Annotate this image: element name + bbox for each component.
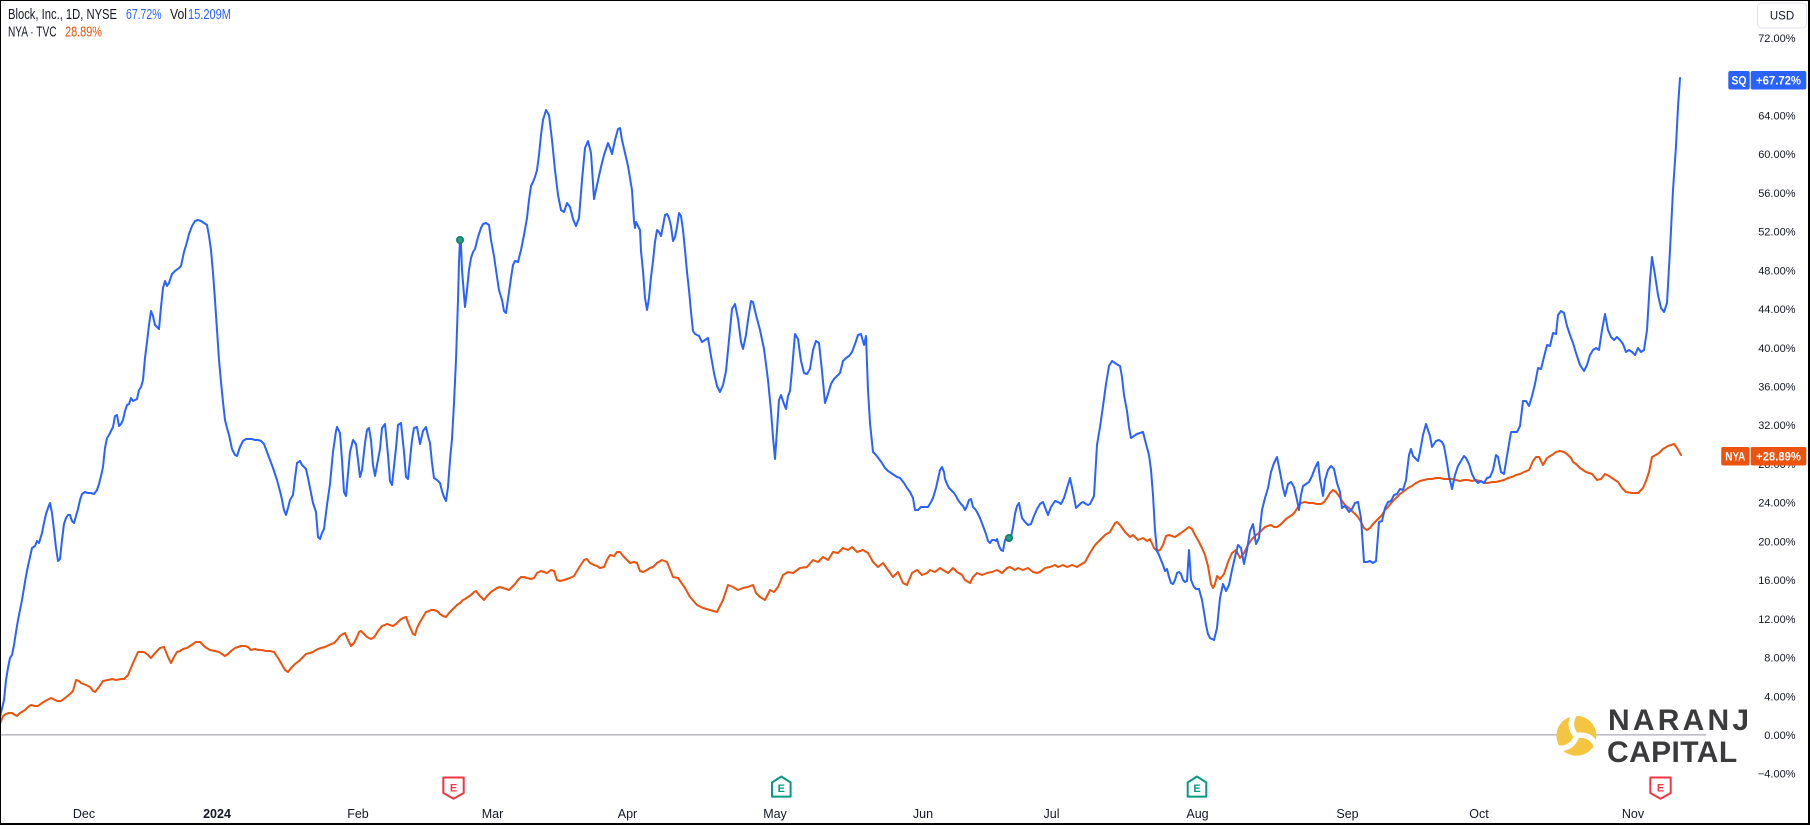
svg-text:72.00%: 72.00%	[1758, 33, 1796, 45]
svg-text:67.72%: 67.72%	[126, 7, 162, 23]
svg-text:Jul: Jul	[1044, 807, 1060, 821]
svg-text:NYA · TVC: NYA · TVC	[8, 25, 57, 41]
svg-text:Sep: Sep	[1336, 807, 1358, 821]
svg-text:+67.72%: +67.72%	[1756, 74, 1801, 88]
svg-text:24.00%: 24.00%	[1758, 498, 1796, 510]
svg-text:Oct: Oct	[1469, 807, 1489, 821]
svg-text:15.209M: 15.209M	[188, 7, 231, 23]
svg-text:Block, Inc., 1D, NYSE: Block, Inc., 1D, NYSE	[8, 7, 117, 23]
svg-text:E: E	[778, 783, 785, 795]
svg-text:Apr: Apr	[618, 807, 637, 821]
svg-text:12.00%: 12.00%	[1758, 614, 1796, 626]
svg-text:32.00%: 32.00%	[1758, 420, 1796, 432]
svg-text:52.00%: 52.00%	[1758, 227, 1796, 239]
svg-text:E: E	[1657, 783, 1664, 795]
svg-text:4.00%: 4.00%	[1764, 691, 1795, 703]
svg-text:Nov: Nov	[1622, 807, 1645, 821]
svg-text:36.00%: 36.00%	[1758, 382, 1796, 394]
svg-text:0.00%: 0.00%	[1764, 730, 1795, 742]
svg-text:2024: 2024	[203, 807, 231, 821]
svg-text:NYA: NYA	[1725, 452, 1745, 464]
svg-text:Jun: Jun	[913, 807, 933, 821]
svg-text:48.00%: 48.00%	[1758, 265, 1796, 277]
svg-text:Mar: Mar	[482, 807, 504, 821]
svg-text:28.89%: 28.89%	[65, 25, 102, 41]
svg-text:−4.00%: −4.00%	[1758, 769, 1796, 781]
svg-text:May: May	[763, 807, 787, 821]
svg-text:Vol: Vol	[170, 7, 187, 23]
svg-text:Dec: Dec	[73, 807, 95, 821]
svg-text:60.00%: 60.00%	[1758, 149, 1796, 161]
svg-text:USD: USD	[1770, 11, 1794, 23]
svg-text:8.00%: 8.00%	[1764, 653, 1795, 665]
svg-text:16.00%: 16.00%	[1758, 575, 1796, 587]
svg-text:44.00%: 44.00%	[1758, 304, 1796, 316]
svg-text:20.00%: 20.00%	[1758, 536, 1796, 548]
svg-text:SQ: SQ	[1732, 76, 1747, 88]
svg-text:CAPITAL: CAPITAL	[1607, 736, 1738, 769]
svg-text:40.00%: 40.00%	[1758, 343, 1796, 355]
svg-text:56.00%: 56.00%	[1758, 188, 1796, 200]
svg-text:NARANJ: NARANJ	[1608, 704, 1752, 737]
svg-text:64.00%: 64.00%	[1758, 110, 1796, 122]
svg-text:Feb: Feb	[347, 807, 369, 821]
svg-text:E: E	[450, 783, 457, 795]
svg-text:E: E	[1193, 783, 1200, 795]
svg-text:+28.89%: +28.89%	[1756, 450, 1801, 464]
svg-text:Aug: Aug	[1186, 807, 1208, 821]
